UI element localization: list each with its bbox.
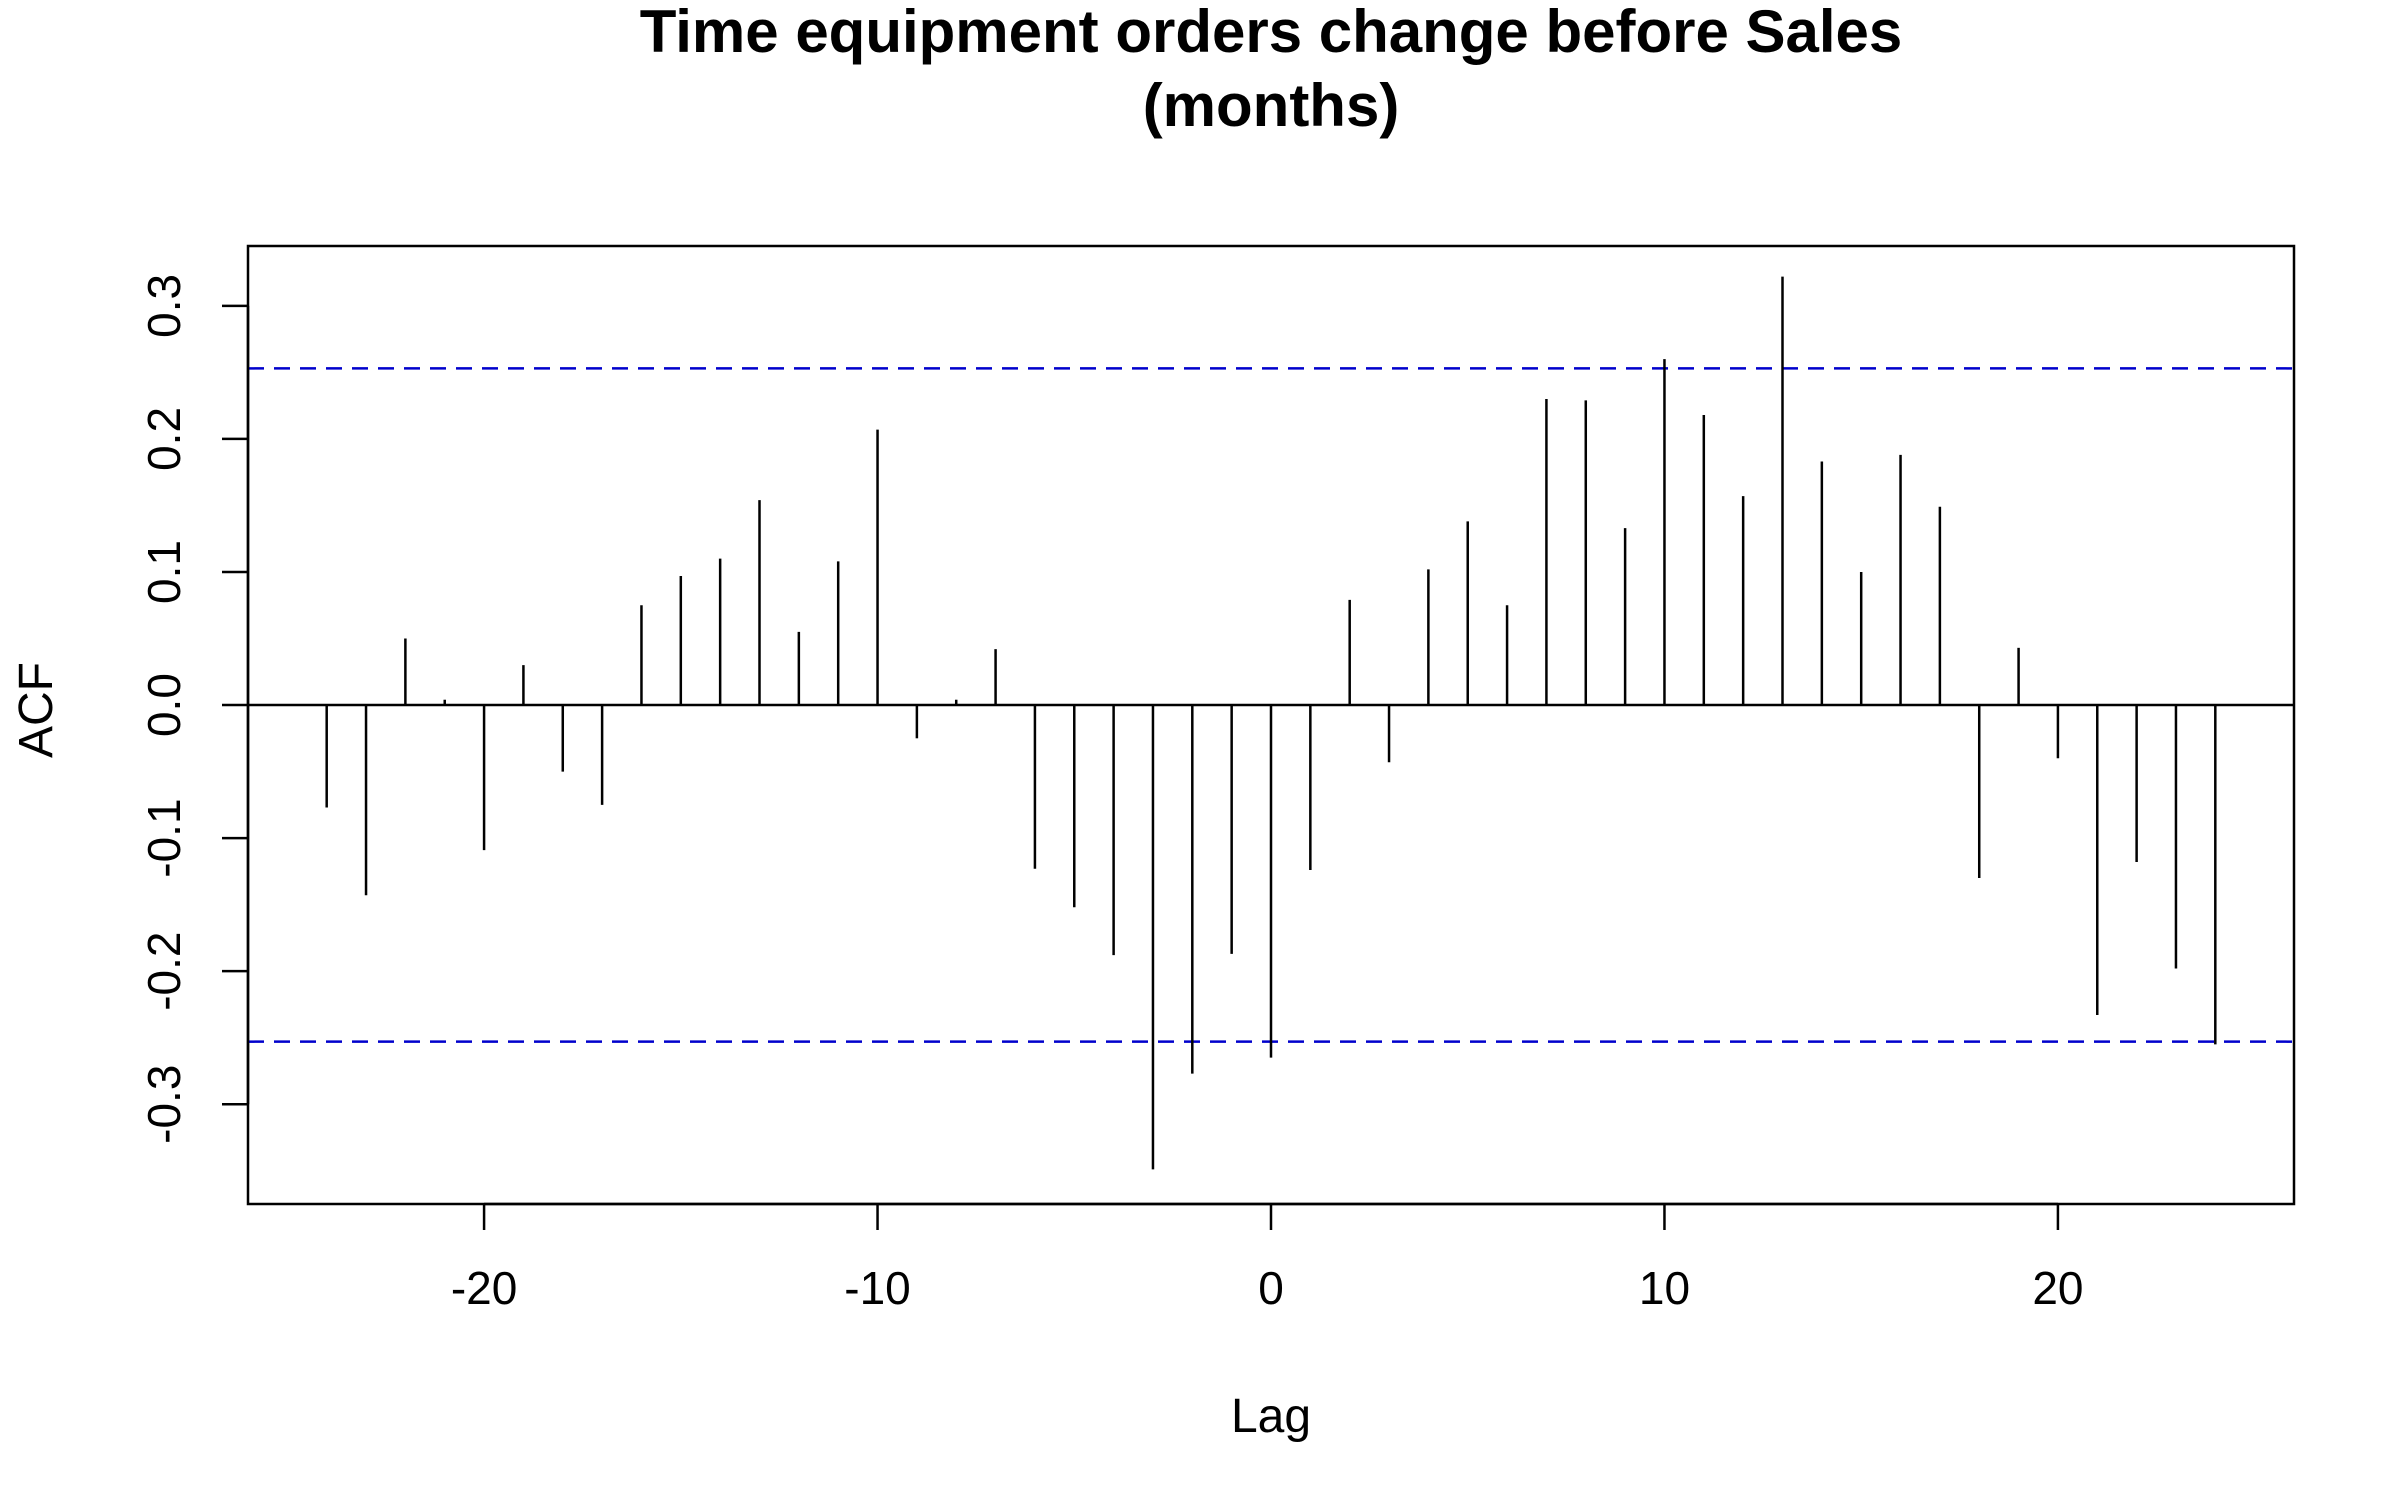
y-tick-label: 0.0: [138, 673, 190, 737]
y-tick-label: 0.3: [138, 274, 190, 338]
x-tick-label: 0: [1258, 1262, 1284, 1314]
y-tick-label: 0.2: [138, 407, 190, 471]
plot-area: -20 -10 0 10 20 -0.3 -0.2 -0.1 0.0 0.1 0.2 0.3: [138, 244, 2296, 1314]
y-axis-label: ACF: [10, 662, 63, 758]
x-tick-label: 20: [2032, 1262, 2083, 1314]
y-tick-label: -0.3: [138, 1065, 190, 1144]
x-tick-label: -10: [844, 1262, 910, 1314]
x-tick-label: 10: [1639, 1262, 1690, 1314]
y-tick-label: -0.1: [138, 798, 190, 877]
chart-title-line1: Time equipment orders change before Sale…: [640, 0, 1903, 65]
x-tick-label: -20: [451, 1262, 517, 1314]
y-tick-label: -0.2: [138, 932, 190, 1011]
chart-title-line2: (months): [1143, 72, 1400, 139]
y-tick-label: 0.1: [138, 540, 190, 604]
x-axis-label: Lag: [1231, 1390, 1311, 1443]
